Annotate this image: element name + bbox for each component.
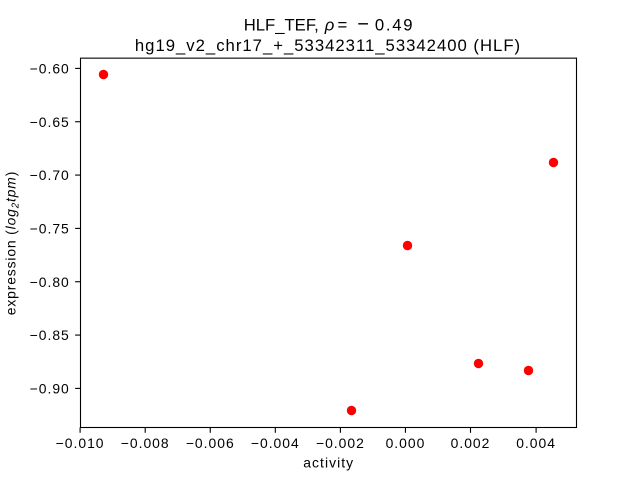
svg-text:hg19_v2_chr17_+_53342311_53342: hg19_v2_chr17_+_53342311_53342400 (HLF) xyxy=(135,36,521,55)
svg-text:−0.75: −0.75 xyxy=(30,220,70,236)
svg-text:0.004: 0.004 xyxy=(516,435,556,451)
svg-text:−0.80: −0.80 xyxy=(30,274,70,290)
svg-text:−0.002: −0.002 xyxy=(316,435,365,451)
svg-text:−0.006: −0.006 xyxy=(186,435,235,451)
svg-text:−0.85: −0.85 xyxy=(30,327,70,343)
svg-text:HLF_TEF, ρ = − 0.49: HLF_TEF, ρ = − 0.49 xyxy=(244,13,415,35)
svg-text:−0.65: −0.65 xyxy=(30,114,70,130)
svg-text:0.002: 0.002 xyxy=(451,435,491,451)
svg-text:−0.004: −0.004 xyxy=(251,435,300,451)
svg-text:−0.010: −0.010 xyxy=(56,435,105,451)
svg-text:−0.008: −0.008 xyxy=(121,435,170,451)
svg-text:expression (log2tpm): expression (log2tpm) xyxy=(3,171,22,315)
svg-text:−0.60: −0.60 xyxy=(30,60,70,76)
svg-text:0.000: 0.000 xyxy=(386,435,426,451)
svg-text:activity: activity xyxy=(303,454,354,470)
svg-text:−0.90: −0.90 xyxy=(30,380,70,396)
svg-text:−0.70: −0.70 xyxy=(30,167,70,183)
